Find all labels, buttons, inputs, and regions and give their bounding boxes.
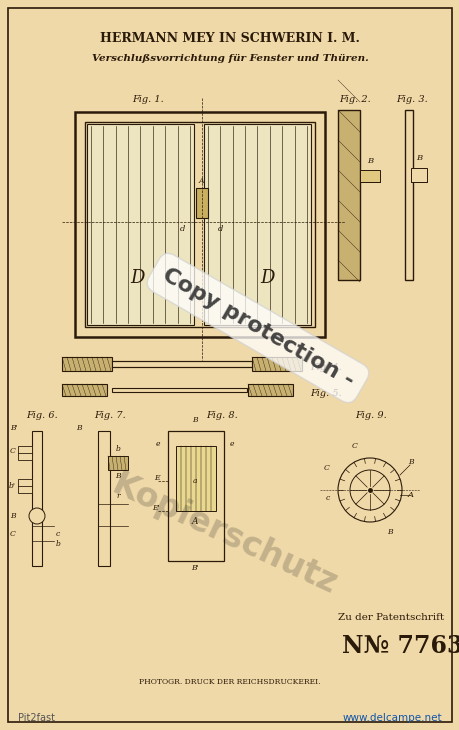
Text: c: c (56, 530, 60, 538)
Bar (62, 384, 107, 396)
Text: Pit2fast: Pit2fast (18, 713, 55, 723)
Text: Fig. 1.: Fig. 1. (132, 96, 163, 104)
Text: c: c (325, 494, 329, 502)
Text: B: B (11, 512, 16, 520)
Text: b: b (56, 540, 61, 548)
Text: C: C (351, 442, 357, 450)
Text: Verschlußsvorrichtung für Fenster und Thüren.: Verschlußsvorrichtung für Fenster und Th… (91, 53, 368, 63)
Text: Fig. 8.: Fig. 8. (206, 412, 237, 420)
Text: C: C (10, 530, 16, 538)
Text: B: B (115, 472, 121, 480)
Bar (404, 110, 412, 280)
Text: Copy protection -: Copy protection - (158, 265, 357, 391)
Text: C: C (10, 447, 16, 455)
Text: Fig. 3.: Fig. 3. (395, 96, 427, 104)
Bar (32, 431, 42, 566)
Text: HERMANN MEY IN SCHWERIN I. M.: HERMANN MEY IN SCHWERIN I. M. (100, 31, 359, 45)
Text: d: d (218, 225, 223, 233)
Text: E': E' (152, 504, 160, 512)
Bar (112, 388, 246, 392)
Bar (247, 384, 292, 396)
Text: Kopierschutz: Kopierschutz (107, 469, 342, 602)
Text: E: E (154, 474, 160, 482)
Text: B': B' (190, 564, 198, 572)
Text: A: A (191, 517, 198, 526)
Bar (168, 431, 224, 561)
Text: A: A (407, 491, 413, 499)
Bar (196, 188, 207, 218)
Text: r: r (116, 492, 119, 500)
Bar (203, 124, 310, 325)
Text: B: B (366, 157, 372, 165)
Text: B: B (415, 154, 421, 162)
Text: B: B (407, 458, 413, 466)
Text: a: a (192, 477, 197, 485)
Bar (112, 361, 252, 367)
Text: d: d (180, 225, 185, 233)
Bar (252, 357, 302, 371)
Bar (62, 357, 112, 371)
Text: B': B' (10, 424, 18, 432)
Bar (410, 168, 426, 182)
Text: Zu der Patentschrift: Zu der Patentschrift (337, 613, 443, 623)
Text: B: B (76, 424, 82, 432)
Bar (18, 446, 32, 460)
Text: e: e (230, 440, 234, 448)
Text: Fig. 9.: Fig. 9. (354, 412, 386, 420)
Text: D: D (259, 269, 274, 287)
Bar (98, 431, 110, 566)
Text: Fig. 2.: Fig. 2. (338, 96, 370, 104)
Text: C: C (324, 464, 329, 472)
Bar (176, 446, 216, 511)
Text: PHOTOGR. DRUCK DER REICHSDRUCKEREI.: PHOTOGR. DRUCK DER REICHSDRUCKEREI. (139, 678, 320, 686)
Circle shape (29, 508, 45, 524)
Circle shape (349, 470, 389, 510)
Text: A: A (198, 177, 203, 185)
Text: Fig. 6.: Fig. 6. (26, 412, 58, 420)
Text: D: D (129, 269, 144, 287)
Text: Fig. 4.: Fig. 4. (309, 364, 341, 372)
Bar (87, 124, 194, 325)
Text: B: B (386, 528, 392, 536)
Text: Fig. 5.: Fig. 5. (309, 388, 341, 398)
Text: b: b (115, 445, 120, 453)
Bar (85, 122, 314, 327)
Bar (18, 479, 32, 493)
Text: e: e (155, 440, 160, 448)
Bar (337, 110, 359, 280)
Bar (75, 112, 325, 337)
Text: b': b' (9, 482, 16, 490)
Text: Fig. 7.: Fig. 7. (94, 412, 126, 420)
Text: B: B (192, 416, 197, 424)
Bar (359, 170, 379, 182)
Circle shape (337, 458, 401, 522)
Text: www.delcampe.net: www.delcampe.net (341, 713, 441, 723)
Bar (108, 456, 128, 470)
Text: N№ 77630.: N№ 77630. (341, 634, 459, 658)
